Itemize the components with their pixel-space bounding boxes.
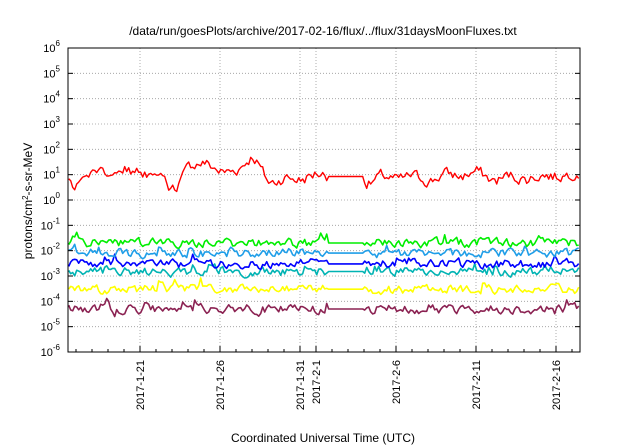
series-line <box>68 243 579 260</box>
x-tick-label: 2017-2-16 <box>551 360 563 410</box>
y-tick-label: 10-5 <box>41 318 61 334</box>
x-tick-label: 2017-2-6 <box>391 360 403 404</box>
x-tick-label: 2017-2-11 <box>471 360 483 409</box>
series-line <box>67 297 580 318</box>
x-axis-label: Coordinated Universal Time (UTC) <box>231 431 415 445</box>
series-line <box>68 156 580 193</box>
x-tick-label: 2017-1-21 <box>135 360 147 410</box>
x-tick-label: 2017-1-26 <box>215 360 227 410</box>
y-tick-label: 100 <box>43 191 60 207</box>
x-tick-label: 2017-1-31 <box>295 360 307 410</box>
y-tick-label: 103 <box>43 115 60 131</box>
y-tick-label: 10-4 <box>41 292 61 308</box>
grid <box>68 47 580 353</box>
y-tick-label: 10-3 <box>41 267 61 283</box>
y-tick-label: 10-2 <box>41 242 61 258</box>
chart-title: /data/run/goesPlots/archive/2017-02-16/f… <box>129 24 517 38</box>
series-layer <box>67 156 580 318</box>
y-axis-label-post: -s-sr-MeV <box>21 143 35 196</box>
y-axis-label: protons/cm2-s-sr-MeV <box>21 143 36 259</box>
series-line <box>68 231 579 250</box>
series-line <box>68 277 580 296</box>
x-axis-ticks: 2017-1-21 2017-1-26 2017-1-31 2017-2-1 2017-… <box>75 346 573 410</box>
y-tick-label: 104 <box>43 90 60 106</box>
y-tick-label: 10-6 <box>41 343 61 359</box>
y-tick-label: 106 <box>43 39 60 55</box>
series-line <box>67 253 580 271</box>
y-tick-label: 102 <box>43 140 60 156</box>
y-tick-label: 10-1 <box>41 216 61 232</box>
series-line <box>68 263 580 279</box>
y-tick-label: 101 <box>43 166 60 182</box>
plot-frame <box>67 47 581 353</box>
y-axis-label-sup: 2 <box>21 195 30 200</box>
y-tick-label: 105 <box>43 64 60 80</box>
y-axis-label-pre: protons/cm <box>21 200 35 259</box>
x-tick-label: 2017-2-1 <box>311 360 323 404</box>
